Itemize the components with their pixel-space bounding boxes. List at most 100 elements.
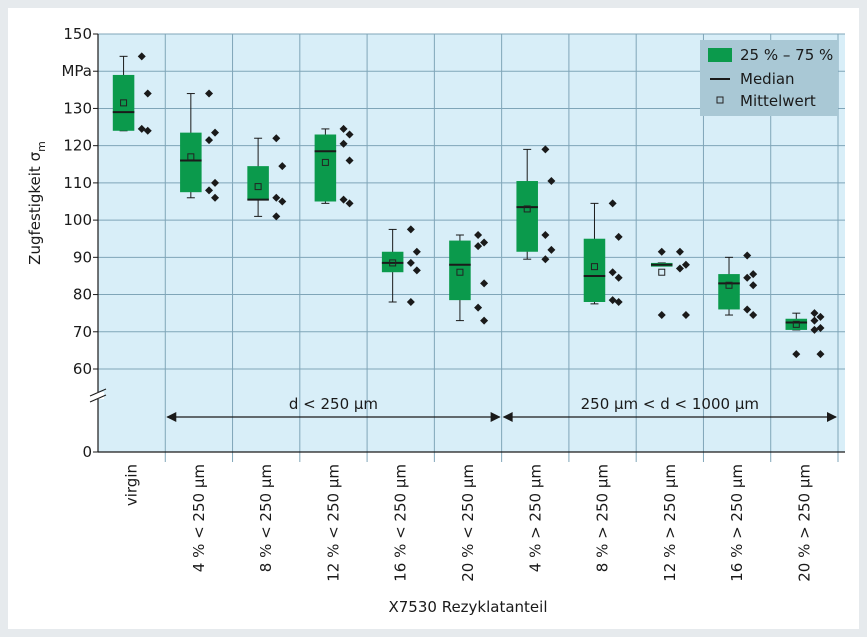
y-tick-label: 60 xyxy=(73,360,92,378)
data-point xyxy=(749,311,758,320)
y-tick-label: MPa xyxy=(61,62,92,80)
box xyxy=(112,74,135,131)
arrow-head xyxy=(166,412,177,422)
data-point xyxy=(681,311,690,320)
y-tick-label: 150 xyxy=(63,25,92,43)
data-point xyxy=(816,350,825,359)
mean xyxy=(658,268,666,276)
y-tick-label: 80 xyxy=(73,286,92,304)
mean xyxy=(187,153,195,161)
arrow-head xyxy=(490,412,501,422)
data-point xyxy=(205,186,214,195)
data-point xyxy=(816,324,825,333)
x-tick-label: 4 % < 250 µm xyxy=(190,464,208,572)
outlier xyxy=(792,350,801,359)
data-point xyxy=(810,316,819,325)
data-point xyxy=(480,279,489,288)
legend-swatch xyxy=(708,48,732,62)
mean xyxy=(725,281,733,289)
x-tick-label: 8 % < 250 µm xyxy=(257,464,275,572)
data-point xyxy=(137,124,146,133)
mean xyxy=(120,99,128,107)
data-point xyxy=(541,145,550,154)
legend-mean xyxy=(716,96,724,104)
mean xyxy=(389,259,397,267)
data-point xyxy=(272,193,281,202)
mean xyxy=(456,268,464,276)
data-point xyxy=(816,312,825,321)
arrow-head xyxy=(827,412,837,422)
data-point xyxy=(681,260,690,269)
y-axis-label: Zugfestigkeit σm xyxy=(26,141,48,265)
arrow-head xyxy=(502,412,513,422)
range-label: d < 250 µm xyxy=(289,395,378,413)
data-point xyxy=(608,296,617,305)
y-axis-label-text: Zugfestigkeit σ xyxy=(26,151,44,264)
range-label: 250 µm < d < 1000 µm xyxy=(581,395,759,413)
outlier xyxy=(657,311,666,320)
x-tick-label: 12 % < 250 µm xyxy=(324,464,342,582)
data-point xyxy=(810,325,819,334)
data-point xyxy=(474,231,483,239)
data-point xyxy=(547,245,556,254)
box xyxy=(516,181,538,252)
data-point xyxy=(211,128,220,137)
data-point xyxy=(614,273,623,282)
data-point xyxy=(541,231,550,239)
data-point xyxy=(345,130,354,139)
x-tick-label: 12 % > 250 µm xyxy=(661,464,679,582)
mean xyxy=(254,183,262,191)
data-point xyxy=(339,195,348,204)
mean xyxy=(523,205,531,213)
box xyxy=(314,134,337,202)
legend-label: Median xyxy=(740,70,795,88)
x-tick-label: 20 % > 250 µm xyxy=(795,464,813,582)
y-tick-label: 100 xyxy=(63,211,92,229)
data-point xyxy=(614,298,623,306)
axis-break xyxy=(89,394,107,403)
data-point xyxy=(480,316,489,325)
data-point xyxy=(345,156,354,165)
outlier xyxy=(657,247,666,256)
data-point xyxy=(406,298,415,306)
y-axis-label-sub: m xyxy=(35,141,48,152)
data-point xyxy=(541,255,550,264)
x-tick-label: 20 % < 250 µm xyxy=(459,464,477,582)
data-point xyxy=(143,89,152,98)
x-tick-label: 16 % < 250 µm xyxy=(392,464,410,582)
data-point xyxy=(143,126,152,135)
legend-label: Mittelwert xyxy=(740,92,816,110)
x-tick-label: virgin xyxy=(123,464,141,506)
data-point xyxy=(749,281,758,290)
mean xyxy=(590,263,598,271)
mean xyxy=(792,320,800,328)
data-point xyxy=(749,270,758,279)
box xyxy=(180,132,202,193)
data-point xyxy=(675,264,684,273)
data-point xyxy=(743,251,752,260)
data-point xyxy=(339,139,348,148)
data-point xyxy=(547,177,556,186)
data-point xyxy=(474,303,483,312)
data-point xyxy=(345,199,354,208)
y-tick-label: 120 xyxy=(63,137,92,155)
x-tick-label: 4 % > 250 µm xyxy=(526,464,544,572)
data-point xyxy=(480,238,489,247)
y-tick-label: 0 xyxy=(82,443,92,461)
y-tick-label: 110 xyxy=(63,174,92,192)
data-point xyxy=(205,136,214,145)
data-point xyxy=(211,178,220,187)
data-point xyxy=(614,232,623,241)
box xyxy=(718,274,740,310)
data-point xyxy=(406,258,415,267)
mean xyxy=(321,158,329,166)
axis-break xyxy=(89,388,107,397)
x-tick-label: 16 % > 250 µm xyxy=(728,464,746,582)
y-tick-label: 90 xyxy=(73,248,92,266)
data-point xyxy=(412,247,421,256)
legend-label: 25 % – 75 % xyxy=(740,46,833,64)
box xyxy=(583,238,606,302)
box xyxy=(785,318,808,330)
box xyxy=(247,166,269,200)
